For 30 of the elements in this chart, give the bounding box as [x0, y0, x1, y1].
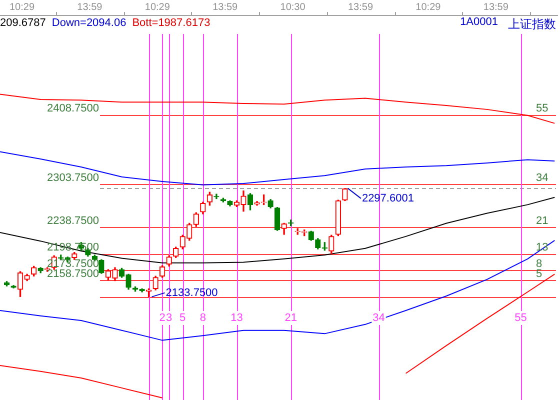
x-tick-label: 3 [166, 312, 172, 324]
ref-line-label: 2158.7500 [47, 268, 99, 280]
x-tick-label: 13 [230, 312, 243, 324]
annotation: 21 [536, 214, 548, 227]
chart-title: 上证指数 [508, 16, 556, 33]
x-tick-label: 55 [514, 312, 527, 324]
annotation: 8 [536, 258, 542, 270]
annotation: 34 [536, 172, 548, 184]
annotation: 55 [536, 102, 548, 114]
text: 13:59 [483, 2, 509, 13]
annotation: Down=2094.06 [52, 17, 126, 29]
text: 10:30 [280, 2, 306, 13]
ref-line-label: 2303.7500 [47, 172, 99, 184]
x-tick-label: 21 [284, 312, 297, 324]
x-tick-label: 8 [200, 312, 206, 324]
annotation: Bott=1987.6173 [132, 17, 210, 29]
text: 13:59 [77, 2, 103, 13]
ref-line-label: 2408.7500 [47, 102, 99, 114]
text: 10:29 [144, 2, 170, 13]
ref-line-label: 2238.7500 [47, 214, 99, 227]
x-tick-label: 2 [159, 312, 166, 324]
text: 13:59 [348, 2, 374, 13]
x-tick-label: 5 [180, 312, 186, 324]
x-tick-label: 34 [372, 312, 385, 324]
text: 13:59 [212, 2, 238, 13]
text: 10:29 [416, 2, 442, 13]
annotation: 209.6787 [0, 17, 46, 29]
annotation: 1A0001 [460, 16, 498, 30]
annotation: 5 [536, 268, 542, 280]
text: 10:29 [9, 2, 35, 13]
